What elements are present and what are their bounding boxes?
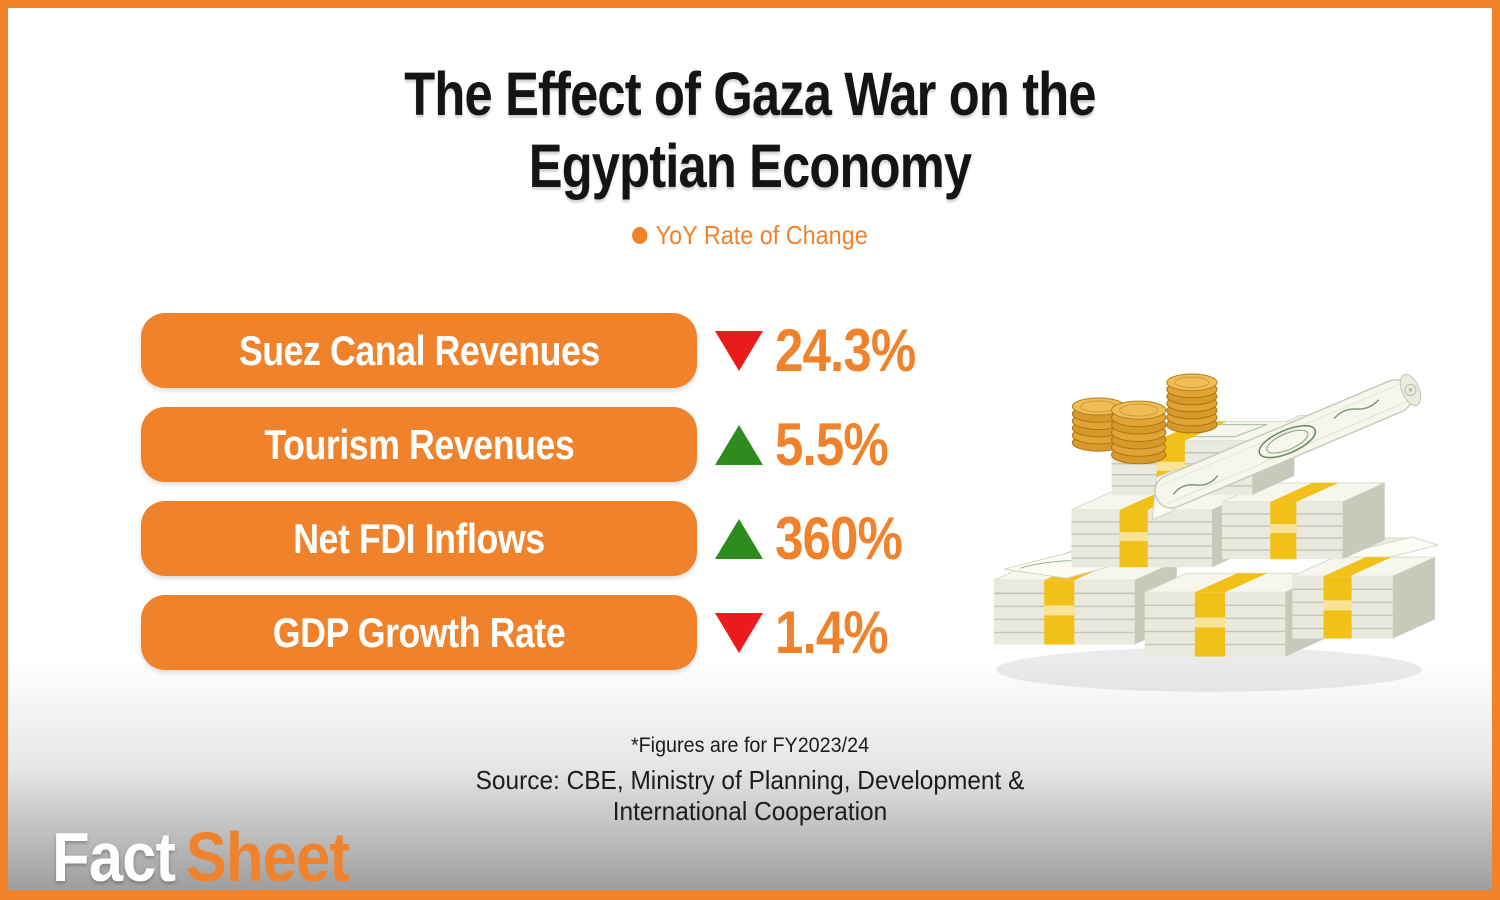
metric-value: 5.5%	[775, 411, 889, 478]
money-stacks-illustration	[986, 346, 1438, 698]
metric-pill: GDP Growth Rate	[141, 595, 697, 670]
legend-label: YoY Rate of Change	[655, 220, 868, 250]
metric-value: 1.4%	[775, 599, 889, 666]
metric-value: 24.3%	[775, 317, 916, 384]
title-line-1: The Effect of Gaza War on the	[404, 60, 1096, 128]
money-bundles-bottom	[993, 550, 1436, 657]
metric-row-tourism: Tourism Revenues 5.5%	[141, 407, 940, 482]
footer: *Figures are for FY2023/24 Source: CBE, …	[8, 732, 1492, 827]
legend: YoY Rate of Change	[82, 220, 1418, 251]
source-line-2: International Cooperation	[612, 796, 888, 826]
gold-coins	[1071, 373, 1218, 465]
brand-word-sheet: Sheet	[185, 818, 350, 896]
legend-dot-icon	[632, 227, 648, 244]
metric-label: GDP Growth Rate	[272, 608, 566, 656]
down-arrow-icon	[713, 331, 765, 371]
page-title: The Effect of Gaza War on the Egyptian Ec…	[134, 58, 1366, 202]
metrics-list: Suez Canal Revenues 24.3% Tourism Revenu…	[141, 313, 940, 670]
brand-logo: Fact Sheet	[52, 818, 350, 896]
metric-pill: Net FDI Inflows	[141, 501, 697, 576]
metric-pill: Tourism Revenues	[141, 407, 697, 482]
source-line-1: Source: CBE, Ministry of Planning, Devel…	[475, 765, 1025, 795]
metric-row-gdp: GDP Growth Rate 1.4%	[141, 595, 940, 670]
up-arrow-icon	[713, 519, 765, 559]
rolled-bill	[1151, 373, 1422, 521]
footnote: *Figures are for FY2023/24	[630, 734, 870, 757]
metric-label: Suez Canal Revenues	[238, 326, 600, 374]
money-bundles-middle	[1071, 482, 1385, 568]
title-line-2: Egyptian Economy	[528, 132, 972, 200]
down-arrow-icon	[713, 613, 765, 653]
metric-label: Net FDI Inflows	[293, 514, 545, 562]
metric-label: Tourism Revenues	[264, 420, 574, 468]
metric-row-suez-canal: Suez Canal Revenues 24.3%	[141, 313, 940, 388]
brand-word-fact: Fact	[52, 818, 176, 896]
up-arrow-icon	[713, 425, 765, 465]
metric-row-fdi: Net FDI Inflows 360%	[141, 501, 940, 576]
metric-value: 360%	[775, 505, 903, 572]
metric-pill: Suez Canal Revenues	[141, 313, 697, 388]
